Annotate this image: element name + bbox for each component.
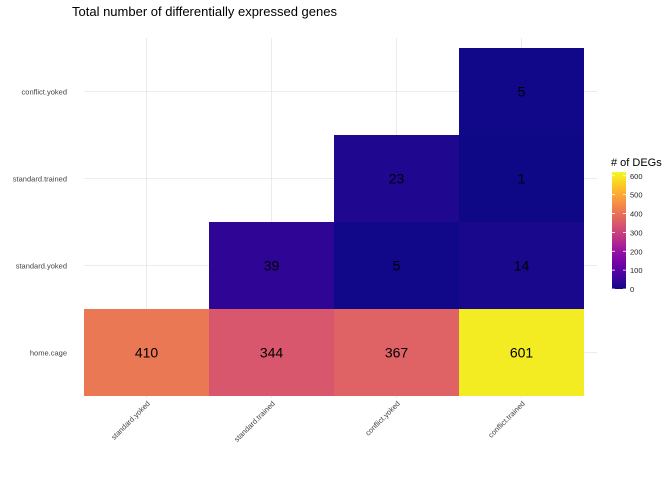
y-tick-label: home.cage [30,349,67,358]
color-legend: # of DEGs 0 100 200 300 400 500 600 [611,157,662,294]
heatmap-cell [209,222,334,309]
x-axis-tick-labels: standard.yoked standard.trained conflict.y… [109,399,527,444]
legend-tick-label: 200 [630,247,643,256]
x-tick-label: standard.yoked [109,399,152,442]
cell-value-label: 23 [389,171,405,187]
y-tick-label: standard.trained [13,175,67,184]
legend-title: # of DEGs [611,157,662,169]
cell-value-label: 1 [518,171,526,187]
y-tick-label: conflict.yoked [22,88,67,97]
y-tick-label: standard.yoked [16,262,67,271]
legend-tick-label: 500 [630,191,643,200]
heatmap-cell [334,222,459,309]
cell-value-label: 410 [135,345,159,361]
heatmap-cell [459,135,584,222]
cell-value-label: 344 [260,345,284,361]
legend-tick-label: 0 [630,285,634,294]
cell-value-label: 14 [514,258,530,274]
heatmap-cell [209,309,334,396]
heatmap-cell [334,309,459,396]
heatmap-cell [459,48,584,135]
cell-value-label: 39 [264,258,280,274]
cell-value-label: 601 [510,345,534,361]
heatmap-cell [459,309,584,396]
x-tick-label: standard.trained [232,399,277,444]
chart-title: Total number of differentially expressed… [72,4,337,19]
heatmap-cells [84,48,584,396]
legend-tick-label: 600 [630,172,643,181]
x-tick-label: conflict.yoked [363,399,402,438]
heatmap-cell [334,135,459,222]
x-tick-label: conflict.trained [486,399,527,440]
legend-tick-label: 400 [630,210,643,219]
heatmap-cell [84,309,209,396]
legend-tick-label: 100 [630,266,643,275]
cell-value-label: 367 [385,345,409,361]
legend-tick-label: 300 [630,228,643,237]
legend-colorbar [612,172,626,289]
y-axis-tick-labels: home.cage standard.yoked standard.trained c… [13,88,67,358]
cell-value-labels: 410 344 367 601 39 5 14 23 1 5 [135,84,534,361]
heatmap-cell [459,222,584,309]
cell-value-label: 5 [518,84,526,100]
cell-value-label: 5 [393,258,401,274]
